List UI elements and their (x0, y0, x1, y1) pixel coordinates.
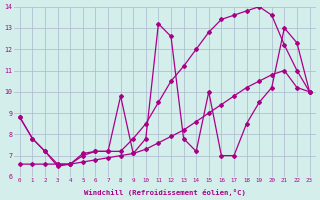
X-axis label: Windchill (Refroidissement éolien,°C): Windchill (Refroidissement éolien,°C) (84, 189, 246, 196)
